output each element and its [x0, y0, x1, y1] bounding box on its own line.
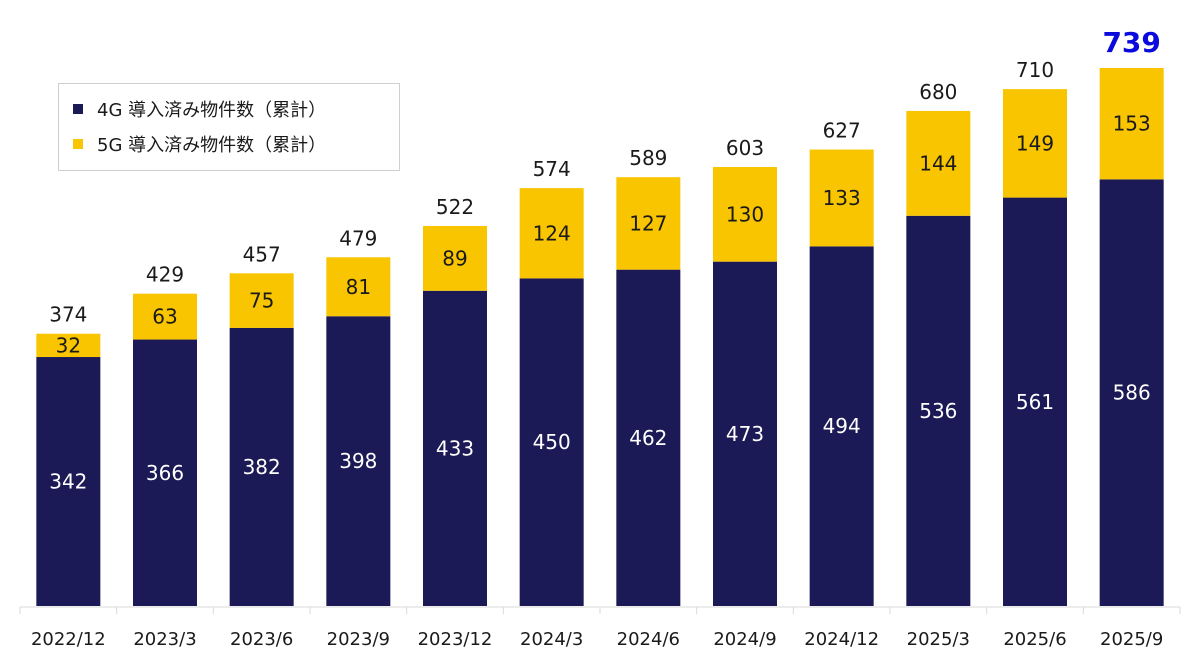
bar-4g: [1003, 197, 1067, 606]
bar-5g: [229, 273, 294, 328]
data-label-4g: 366: [146, 461, 184, 485]
x-tick-label: 2023/12: [418, 629, 493, 650]
bar-4g: [229, 327, 294, 606]
legend-item-5g: 5G 導入済み物件数（累計）: [73, 131, 326, 157]
data-label-4g: 342: [49, 470, 87, 494]
data-label-4g: 473: [726, 422, 764, 446]
total-label: 589: [629, 146, 667, 170]
legend: 4G 導入済み物件数（累計） 5G 導入済み物件数（累計）: [58, 83, 400, 171]
total-label: 429: [146, 263, 184, 287]
x-tick-label: 2023/3: [133, 629, 196, 650]
data-label-5g: 153: [1113, 112, 1151, 136]
data-label-4g: 450: [533, 430, 571, 454]
legend-swatch-4g: [73, 104, 83, 114]
legend-label-5g: 5G 導入済み物件数（累計）: [97, 135, 327, 156]
total-label: 479: [339, 226, 377, 250]
x-tick-label: 2025/9: [1100, 629, 1163, 650]
bar-5g: [616, 177, 681, 270]
x-tick-label: 2025/6: [1003, 629, 1066, 650]
x-tick-label: 2023/9: [327, 629, 390, 650]
data-label-5g: 124: [533, 221, 571, 245]
bar-4g: [616, 269, 681, 606]
x-tick-label: 2023/6: [230, 629, 293, 650]
total-label: 457: [243, 242, 281, 266]
data-label-4g: 561: [1016, 390, 1054, 414]
bar-4g: [326, 316, 391, 606]
data-label-5g: 63: [152, 305, 177, 329]
data-label-4g: 536: [919, 399, 957, 423]
data-label-5g: 144: [919, 151, 957, 175]
data-label-4g: 462: [629, 426, 667, 450]
x-tick-label: 2022/12: [31, 629, 106, 650]
bar-5g: [1003, 89, 1067, 198]
data-label-5g: 149: [1016, 131, 1054, 155]
bar-5g: [906, 110, 971, 216]
legend-label-4g: 4G 導入済み物件数（累計）: [97, 100, 327, 121]
bar-5g: [809, 149, 874, 247]
data-label-5g: 81: [346, 275, 371, 299]
bar-5g: [36, 333, 101, 358]
data-label-5g: 75: [249, 289, 274, 313]
bar-4g: [906, 215, 971, 606]
total-label: 374: [49, 303, 87, 327]
total-label: 627: [823, 119, 861, 143]
total-label: 603: [726, 136, 764, 160]
x-tick-label: 2024/3: [520, 629, 583, 650]
legend-swatch-5g: [73, 139, 83, 149]
x-tick-label: 2025/3: [907, 629, 970, 650]
data-label-5g: 89: [442, 246, 467, 270]
bar-4g: [713, 261, 777, 606]
data-label-4g: 433: [436, 436, 474, 460]
data-label-5g: 130: [726, 202, 764, 226]
data-label-5g: 32: [56, 333, 81, 357]
legend-item-4g: 4G 導入済み物件数（累計）: [73, 96, 326, 122]
total-label: 710: [1016, 58, 1054, 82]
bar-5g: [133, 293, 197, 340]
bar-4g: [809, 246, 874, 606]
bar-5g: [519, 188, 584, 279]
bar-5g: [326, 257, 391, 317]
bar-5g: [1099, 68, 1164, 180]
x-tick-label: 2024/6: [617, 629, 680, 650]
bar-4g: [36, 357, 101, 606]
data-label-4g: 382: [243, 455, 281, 479]
total-label: 739: [1102, 26, 1160, 59]
bar-5g: [713, 167, 777, 262]
bar-5g: [423, 225, 487, 291]
total-label: 574: [533, 157, 571, 181]
data-label-4g: 586: [1113, 381, 1151, 405]
x-tick-label: 2024/9: [713, 629, 776, 650]
bar-4g: [133, 339, 197, 606]
bar-4g: [519, 278, 584, 606]
bar-4g: [423, 290, 487, 606]
bar-4g: [1099, 179, 1164, 606]
data-label-4g: 494: [823, 414, 861, 438]
x-tick-label: 2024/12: [804, 629, 879, 650]
data-label-5g: 127: [629, 211, 667, 235]
data-label-4g: 398: [339, 449, 377, 473]
total-label: 522: [436, 195, 474, 219]
total-label: 680: [919, 80, 957, 104]
data-label-5g: 133: [823, 186, 861, 210]
